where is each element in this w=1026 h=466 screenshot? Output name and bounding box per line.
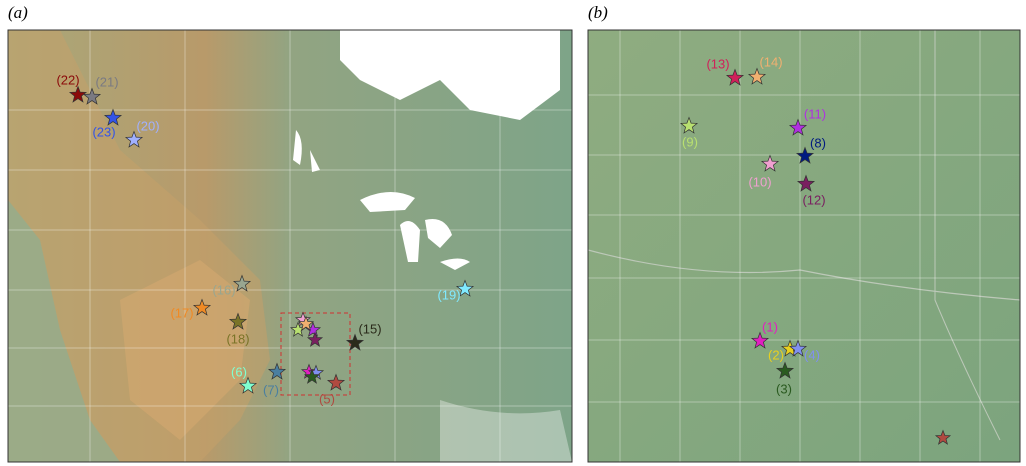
marker-label: (6) [231, 364, 247, 379]
marker-label: (1) [762, 319, 778, 334]
panel-label: (a) [8, 3, 28, 22]
marker-label: (23) [92, 124, 115, 139]
marker-label: (19) [437, 287, 460, 302]
marker-label: (7) [263, 382, 279, 397]
panel-label: (b) [588, 3, 608, 22]
marker-label: (5) [319, 391, 335, 406]
marker-label: (4) [804, 347, 820, 362]
marker-label: (10) [748, 174, 771, 189]
marker-label: (18) [226, 331, 249, 346]
marker-label: (14) [759, 54, 782, 69]
map-b [588, 30, 1020, 462]
marker-label: (11) [804, 106, 826, 121]
marker-label: (3) [776, 381, 792, 396]
marker-label: (12) [802, 192, 825, 207]
marker-label: (13) [706, 56, 729, 71]
marker-label: (16) [212, 282, 235, 297]
marker-label: (2) [768, 347, 784, 362]
marker-label: (17) [170, 305, 193, 320]
marker-label: (9) [682, 134, 698, 149]
figure: (a) (b) [0, 0, 1026, 466]
marker-label: (15) [358, 321, 381, 336]
marker-label: (8) [810, 135, 826, 150]
marker-label: (22) [56, 72, 79, 87]
marker-label: (21) [95, 74, 118, 89]
marker-label: (20) [136, 118, 159, 133]
